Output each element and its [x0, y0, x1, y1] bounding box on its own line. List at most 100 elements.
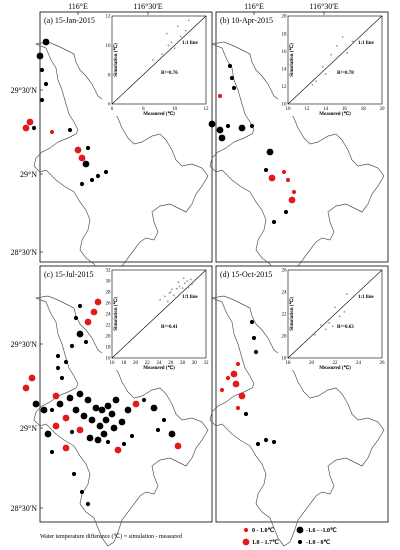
map-panel: (c) 15-Jul-2015 16 18 20 22 24 26 28 30 32 16 18 20 2… — [22, 265, 213, 547]
sample-point — [55, 365, 61, 371]
inset-x-tick: 18 — [361, 107, 367, 112]
inset-y-label: Simulation (℃) — [288, 297, 295, 331]
inset-y-tick: 26 — [282, 269, 288, 274]
sample-point — [66, 394, 74, 402]
inset-point — [167, 44, 170, 47]
inset-x-tick: 26 — [380, 361, 386, 366]
sample-point — [22, 384, 30, 392]
inset-point — [168, 292, 171, 294]
sample-point — [232, 380, 240, 388]
sample-point — [141, 397, 147, 403]
inset-x-tick: 6 — [111, 107, 114, 112]
sample-point — [225, 375, 231, 381]
map-panel: (d) 15-Oct-2015 18 20 22 24 26 18 20 22 24 26 Measu… — [209, 265, 389, 547]
inset-point — [187, 286, 190, 289]
sample-point — [52, 422, 60, 430]
inset-y-tick: 22 — [106, 324, 112, 329]
inset-point — [314, 334, 316, 336]
sample-point — [218, 134, 226, 142]
panel-label: (b) 10-Apr-2015 — [220, 16, 273, 25]
sample-point — [249, 123, 255, 129]
latitude-tick: 29°N — [20, 170, 37, 179]
inset-point — [345, 293, 348, 296]
inset-point — [161, 53, 164, 56]
inset-x-tick: 14 — [323, 107, 329, 112]
inset-point — [184, 29, 187, 32]
inset-y-tick: 28 — [106, 291, 112, 296]
legend-marker — [242, 538, 250, 546]
inset-x-label: Measured (℃) — [143, 364, 175, 371]
longitude-tick: 116°30'E — [133, 2, 162, 11]
sample-point — [251, 335, 257, 341]
inset-y-tick: 26 — [106, 302, 112, 307]
sample-point — [281, 169, 287, 175]
sample-point — [52, 392, 60, 400]
inset-point — [181, 287, 184, 290]
sample-point — [110, 424, 118, 432]
sample-point — [94, 436, 102, 444]
inset-line-label: 1:1 line — [358, 41, 374, 46]
sample-point — [77, 303, 83, 309]
sample-point — [229, 75, 235, 81]
sample-point — [39, 97, 45, 103]
inset-point — [186, 280, 189, 282]
inset-x-tick: 32 — [204, 361, 210, 366]
inset-point — [180, 35, 182, 38]
latitude-tick: 29°30'N — [11, 340, 38, 349]
sample-point — [161, 417, 167, 423]
inset-point — [321, 66, 324, 68]
panel-label: (d) 15-Oct-2015 — [220, 270, 272, 279]
inset-y-tick: 12 — [106, 15, 112, 20]
sample-point — [217, 93, 223, 99]
sample-point — [49, 407, 55, 413]
sample-point — [72, 406, 80, 414]
sample-point — [73, 315, 79, 321]
sample-point — [238, 392, 246, 400]
inset-point — [159, 298, 162, 301]
sample-point — [59, 375, 65, 381]
inset-scatter: 18 20 22 24 26 18 20 22 24 26 Measured (℃) Simulati… — [278, 268, 385, 371]
sample-point — [100, 430, 108, 438]
inset-x-tick: 16 — [110, 361, 116, 366]
sample-point — [266, 148, 274, 156]
inset-x-tick: 16 — [342, 107, 348, 112]
sample-point — [88, 416, 96, 424]
inset-y-label: Simulation (℃) — [288, 43, 295, 77]
inset-point — [151, 59, 154, 61]
inset-y-label: Simulation (℃) — [112, 297, 119, 331]
inset-line-label: 1:1 line — [182, 41, 198, 46]
one-to-one-line — [287, 269, 383, 359]
sample-point — [103, 169, 109, 175]
inset-y-label: Simulation (℃) — [112, 43, 119, 77]
inset-r2-label: R²=0.41 — [161, 324, 178, 330]
inset-y-tick: 10 — [282, 103, 288, 108]
one-to-one-line — [111, 269, 207, 359]
inset-point — [187, 19, 190, 22]
inset-point — [320, 324, 322, 326]
legend-marker — [296, 526, 304, 534]
sample-point — [118, 418, 126, 426]
sample-point — [235, 361, 241, 367]
inset-y-tick: 20 — [282, 335, 288, 340]
sample-point — [44, 430, 52, 438]
inset-point — [174, 297, 177, 299]
sample-point — [36, 52, 44, 60]
sample-point — [62, 414, 70, 422]
sample-point — [121, 441, 127, 447]
inset-y-tick: 16 — [106, 357, 112, 362]
inset-x-tick: 26 — [168, 361, 174, 366]
longitude-tick: 116°30'E — [309, 2, 338, 11]
inset-r2-label: R²=0.63 — [337, 324, 354, 330]
inset-point — [177, 281, 180, 283]
sample-point — [26, 118, 34, 126]
sample-point — [95, 173, 101, 179]
sample-point — [235, 405, 241, 411]
sample-point — [85, 145, 91, 151]
sample-point — [42, 38, 50, 46]
sample-point — [231, 85, 237, 91]
inset-point — [173, 47, 176, 50]
inset-point — [324, 73, 327, 75]
inset-y-tick: 18 — [282, 32, 288, 37]
inset-point — [330, 53, 333, 56]
one-to-one-line — [111, 15, 207, 105]
